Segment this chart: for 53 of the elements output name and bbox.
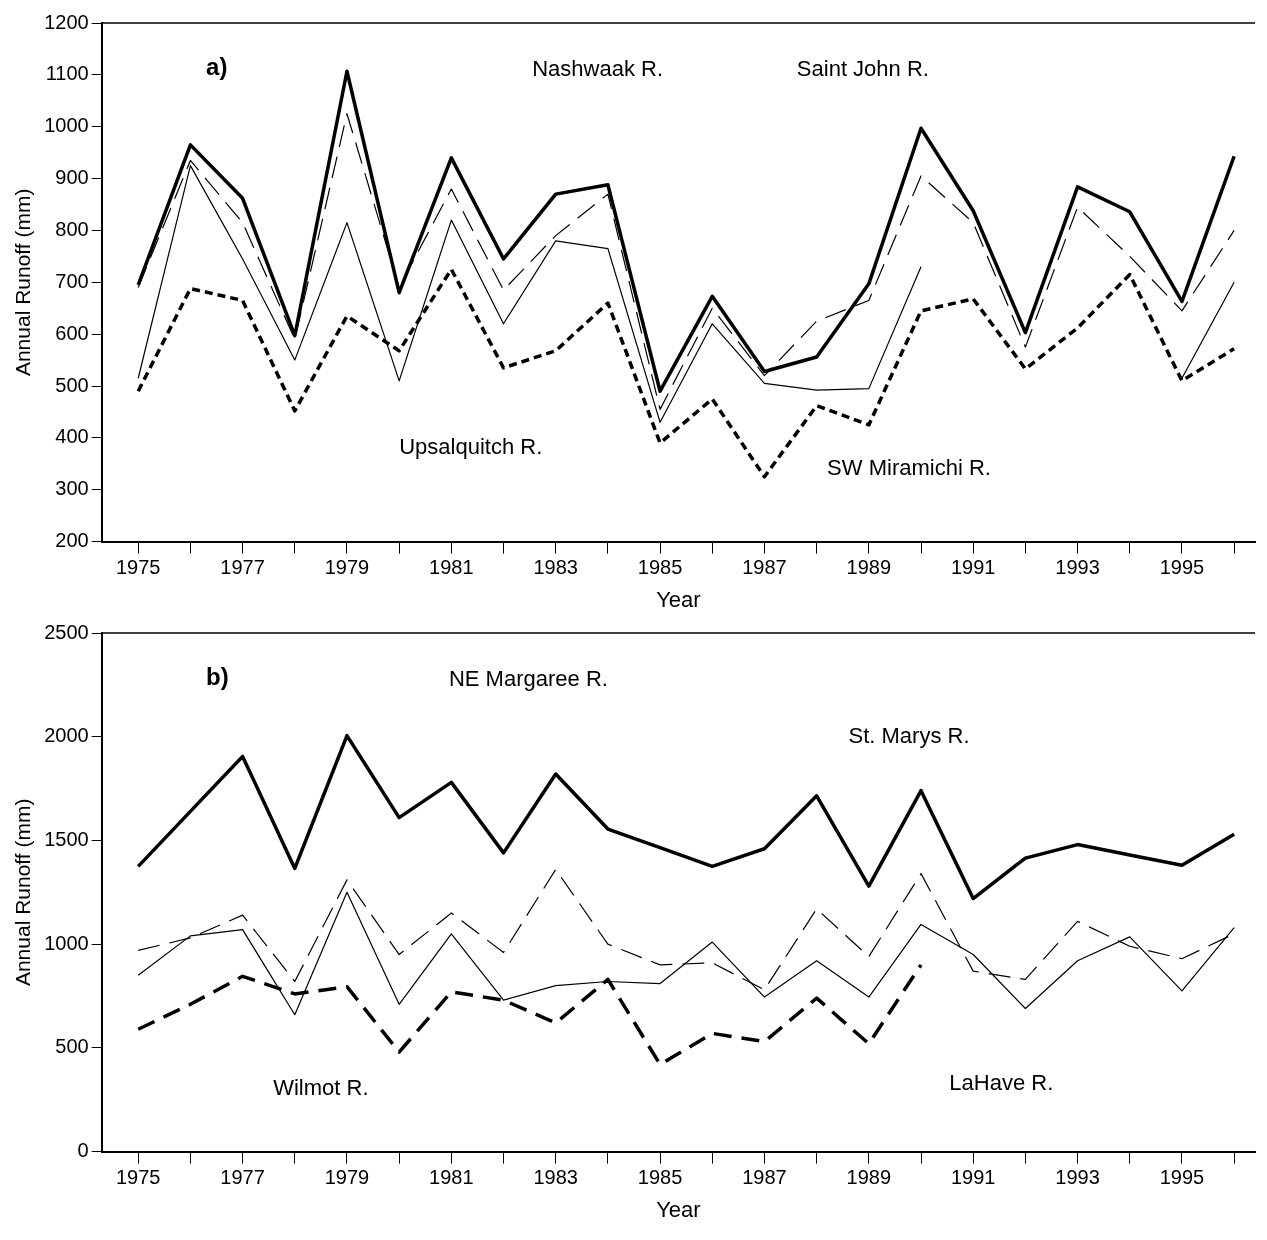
y-tick-label: 300	[55, 477, 89, 500]
x-tick-label: 1983	[533, 556, 578, 579]
annotation: Nashwaak R.	[532, 55, 664, 81]
annotation: Upsalquitch R.	[399, 434, 543, 460]
x-axis-title: Year	[656, 586, 701, 612]
annotation: SW Miramichi R.	[827, 455, 991, 481]
y-axis-title: Annual Runoff (mm)	[11, 798, 35, 987]
y-tick-label: 600	[55, 321, 89, 344]
x-tick-label: 1987	[742, 556, 787, 579]
x-tick-label: 1975	[115, 556, 161, 579]
x-tick-label: 1985	[637, 556, 683, 579]
text: b)	[206, 662, 229, 690]
y-axis-title: Annual Runoff (mm)	[11, 188, 35, 377]
annotation: NE Margaree R.	[448, 665, 608, 691]
x-tick-label: 1983	[533, 1166, 578, 1189]
y-tick-label: 1000	[44, 114, 89, 137]
y-tick-label: 200	[55, 529, 89, 552]
x-tick-label: 1995	[1159, 1166, 1205, 1189]
x-tick-label: 1989	[846, 1166, 892, 1189]
x-tick-label: 1995	[1159, 556, 1205, 579]
x-tick-label: 1991	[950, 1166, 996, 1189]
y-tick-label: 900	[55, 166, 89, 189]
x-tick-label: 1977	[220, 1166, 265, 1189]
y-tick-label: 500	[55, 373, 89, 396]
x-tick-label: 1987	[742, 1166, 787, 1189]
y-tick-label: 700	[55, 269, 89, 292]
y-tick-label: 800	[55, 217, 89, 240]
y-tick-label: 1000	[44, 931, 89, 954]
x-tick-label: 1993	[1055, 1166, 1100, 1189]
x-tick-label: 1979	[324, 1166, 370, 1189]
y-tick-label: 400	[55, 425, 89, 448]
x-tick-label: 1979	[324, 556, 370, 579]
x-axis-title: Year	[656, 1196, 701, 1222]
y-tick-label: 1100	[45, 62, 89, 85]
y-tick-label: 500	[55, 1035, 89, 1058]
x-tick-label: 1985	[637, 1166, 683, 1189]
x-tick-label: 1981	[429, 556, 474, 579]
x-tick-label: 1977	[220, 556, 265, 579]
y-tick-label: 1500	[44, 827, 89, 850]
annotation: Saint John R.	[796, 55, 929, 81]
y-tick-label: 0	[77, 1139, 89, 1162]
annotation: LaHave R.	[949, 1070, 1054, 1096]
x-tick-label: 1989	[846, 556, 892, 579]
y-tick-label: 2000	[44, 724, 89, 747]
x-tick-label: 1993	[1055, 556, 1100, 579]
x-tick-label: 1981	[429, 1166, 474, 1189]
text: a)	[206, 52, 228, 80]
x-tick-label: 1975	[115, 1166, 161, 1189]
y-tick-label: 2500	[44, 620, 89, 643]
x-tick-label: 1991	[950, 556, 996, 579]
y-tick-label: 1200	[44, 10, 89, 33]
annotation: Wilmot R.	[273, 1075, 369, 1101]
annotation: St. Marys R.	[848, 722, 970, 748]
